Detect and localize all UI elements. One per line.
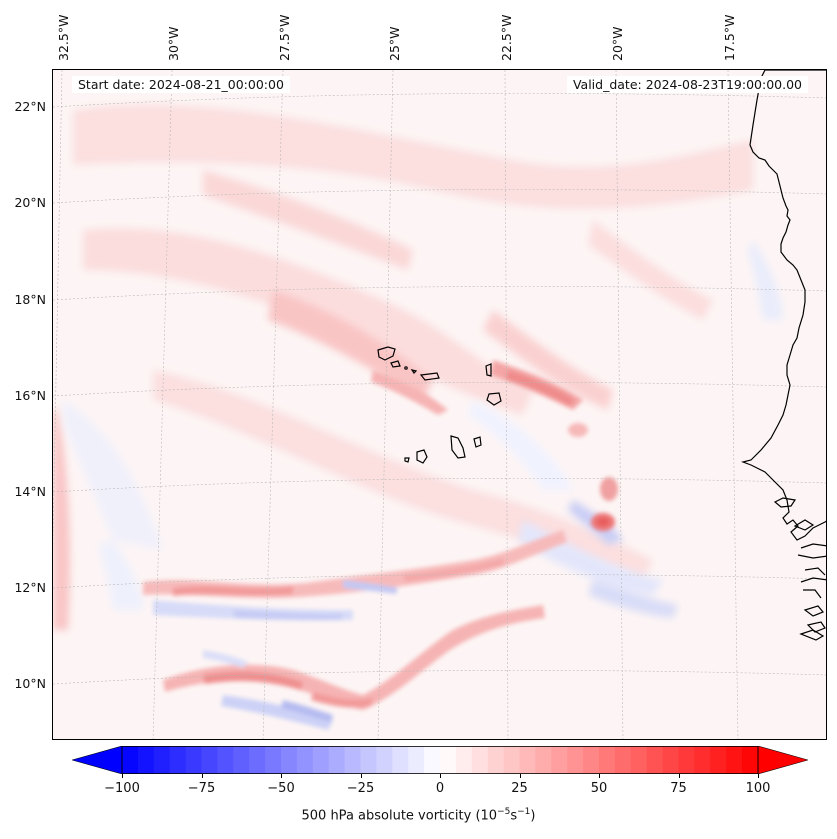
lon-label-25w: 25°W: [387, 26, 402, 61]
strong-vorticity-features: [371, 360, 618, 531]
island-sao-nicolau: [419, 372, 440, 381]
colorbar-tickmark: [360, 774, 362, 778]
lat-label-12n: 12°N: [14, 580, 46, 595]
colorbar-cell: [567, 746, 584, 774]
lon-label-17-5w: 17.5°W: [722, 14, 737, 61]
colorbar-cell: [360, 746, 377, 774]
colorbar-tickmark: [281, 774, 282, 778]
colorbar-extend-max: [757, 746, 808, 774]
island-sal: [485, 363, 492, 377]
colorbar-tick-label: 0: [435, 781, 445, 796]
negative-vorticity-patches: [63, 240, 783, 618]
colorbar-cell: [169, 746, 187, 774]
island-brava: [404, 457, 410, 463]
colorbar-cell: [408, 746, 425, 774]
lat-label-20n: 20°N: [14, 195, 46, 210]
cape-verde-islands: [377, 346, 502, 464]
lat-label-14n: 14°N: [14, 484, 46, 499]
colorbar-cell: [487, 746, 505, 774]
colorbar-cell: [249, 746, 266, 774]
colorbar-cell: [678, 746, 695, 774]
colorbar-tick-label: 25: [511, 781, 528, 796]
island-islet: [410, 369, 418, 374]
colorbar-cell: [185, 746, 203, 774]
colorbar-cell: [742, 746, 759, 774]
lat-label-18n: 18°N: [14, 292, 46, 307]
island-sao-vicente: [390, 360, 401, 368]
colorbar-cell: [583, 746, 600, 774]
colorbar-tickmark: [599, 774, 600, 778]
colorbar-tickmark: [678, 774, 680, 778]
colorbar-cell: [519, 746, 536, 774]
lat-label-22n: 22°N: [14, 99, 46, 114]
colorbar-cells: [122, 746, 759, 774]
africa-coastline: [740, 70, 826, 641]
island-santiago: [450, 435, 466, 459]
lat-label-16n: 16°N: [14, 388, 46, 403]
colorbar-tickmark: [519, 774, 521, 778]
colorbar-cell: [503, 746, 521, 774]
colorbar-cell: [392, 746, 409, 774]
colorbar-cell: [710, 746, 727, 774]
colorbar-tick-label: −50: [267, 781, 295, 796]
colorbar-cell: [122, 746, 139, 774]
southern-trough-bands: [143, 530, 567, 730]
colorbar-cell: [376, 746, 393, 774]
colorbar-cell: [614, 746, 632, 774]
island-santo-antao: [377, 346, 396, 361]
colorbar-tickmark: [758, 774, 759, 778]
lon-label-22-5w: 22.5°W: [499, 14, 514, 61]
colorbar-label: 500 hPa absolute vorticity (10−5s−1): [301, 807, 536, 824]
island-boa-vista: [486, 392, 502, 406]
colorbar-tick-label: −100: [104, 781, 140, 796]
colorbar-tickmark: [440, 774, 441, 778]
colorbar-outline: [121, 746, 759, 774]
colorbar-cell: [233, 746, 250, 774]
colorbar-cell: [265, 746, 282, 774]
colorbar: [72, 746, 808, 774]
colorbar-cell: [471, 746, 489, 774]
vorticity-map[interactable]: [52, 69, 827, 740]
island-fogo: [416, 449, 428, 464]
island-maio: [473, 436, 482, 448]
colorbar-cell: [551, 746, 568, 774]
colorbar-cell: [153, 746, 171, 774]
colorbar-extend-min: [72, 746, 123, 774]
colorbar-cell: [726, 746, 743, 774]
start-date-label: Start date: 2024-08-21_00:00:00: [72, 76, 290, 93]
colorbar-cell: [694, 746, 711, 774]
colorbar-cell: [424, 746, 441, 774]
lon-label-30w: 30°W: [166, 26, 181, 61]
colorbar-cell: [137, 746, 155, 774]
lat-label-10n: 10°N: [14, 676, 46, 691]
colorbar-tickmark: [122, 774, 123, 778]
colorbar-cell: [599, 746, 616, 774]
colorbar-cell: [281, 746, 298, 774]
colorbar-cell: [535, 746, 552, 774]
lon-label-32-5w: 32.5°W: [56, 14, 71, 61]
colorbar-cell: [662, 746, 680, 774]
colorbar-cell: [328, 746, 346, 774]
colorbar-tickmark: [201, 774, 203, 778]
valid-date-label: Valid_date: 2024-08-23T19:00:00.00: [566, 76, 808, 93]
colorbar-tick-label: −75: [187, 781, 216, 796]
map-canvas: [53, 70, 826, 739]
colorbar-tick-label: 100: [745, 781, 771, 796]
island-santa-luzia: [404, 366, 408, 370]
colorbar-cell: [312, 746, 330, 774]
lon-label-20w: 20°W: [610, 26, 625, 61]
colorbar-cell: [630, 746, 648, 774]
colorbar-cell: [646, 746, 664, 774]
lon-label-27-5w: 27.5°W: [277, 14, 292, 61]
colorbar-cell: [455, 746, 473, 774]
colorbar-cell: [296, 746, 314, 774]
colorbar-cell: [440, 746, 457, 774]
colorbar-tick-label: −25: [346, 781, 375, 796]
colorbar-tick-label: 75: [670, 781, 687, 796]
colorbar-cell: [217, 746, 234, 774]
colorbar-cell: [201, 746, 218, 774]
colorbar-cell: [344, 746, 362, 774]
colorbar-tick-label: 50: [590, 781, 608, 796]
